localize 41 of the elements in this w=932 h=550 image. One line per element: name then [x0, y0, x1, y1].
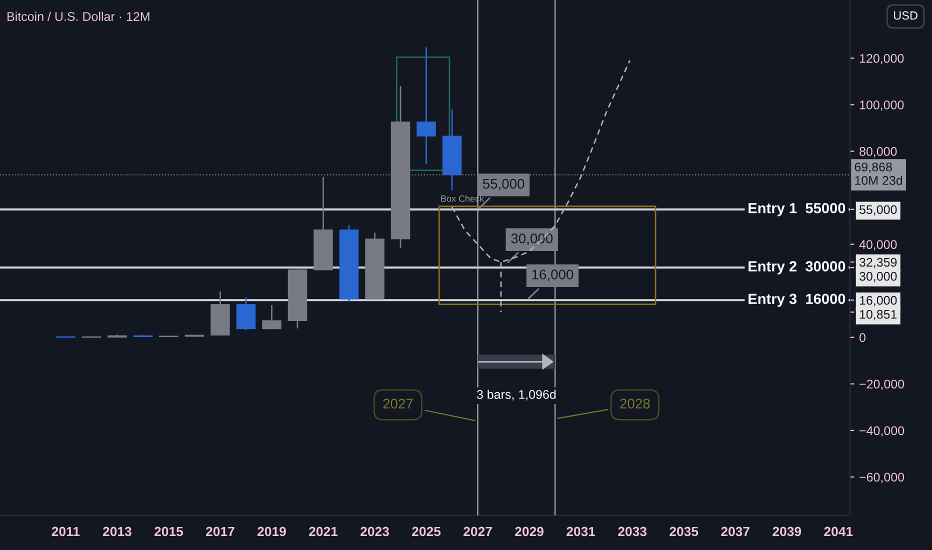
x-tick-label: 2025	[412, 526, 441, 536]
x-tick-label: 2027	[464, 526, 492, 536]
annotation: 2027	[383, 398, 413, 409]
x-tick-label: 2015	[154, 526, 184, 536]
x-tick-label: 2037	[721, 526, 750, 536]
x-tick-label: 2013	[102, 526, 132, 536]
y-tick-label: 10,851	[860, 310, 897, 320]
x-tick-label: 2017	[206, 526, 234, 536]
x-tick-label: 2021	[309, 526, 338, 536]
y-tick-label: −20,000	[860, 380, 904, 390]
x-tick-label: 2033	[618, 526, 647, 536]
y-tick-label: 0	[860, 333, 866, 342]
annotation: 2028	[620, 398, 650, 409]
y-tick-label: 40,000	[859, 240, 897, 250]
y-tick-label: 100,000	[860, 100, 904, 111]
x-tick-label: 2023	[360, 526, 389, 536]
ref-line-label: Entry 3 16000	[748, 294, 846, 307]
x-tick-label: 2039	[772, 526, 802, 536]
y-tick-label: 30,000	[859, 272, 897, 282]
y-tick-label: 32,359	[859, 258, 897, 268]
annotation: 16,000	[532, 270, 574, 282]
y-tick-label: 55,000	[860, 205, 897, 216]
ref-line-label: 69,868 10M 23d	[854, 162, 902, 185]
annotation: 3 bars, 1,096d	[476, 390, 556, 400]
x-tick-label: 2011	[52, 526, 80, 536]
x-tick-label: 2029	[515, 526, 544, 536]
x-tick-label: 2035	[670, 526, 698, 536]
y-tick-label: −60,000	[860, 472, 904, 484]
y-tick-label: 16,000	[860, 296, 897, 306]
text: Bitcoin / U.S. Dollar · 12M	[8, 12, 150, 21]
y-tick-label: −40,000	[860, 426, 904, 437]
text: USD	[894, 11, 918, 20]
annotation: 30,000	[511, 234, 553, 246]
ref-line-label: Entry 1 55000	[748, 202, 846, 216]
x-tick-label: 2041	[824, 526, 853, 536]
ref-line-label: Entry 2 30000	[748, 261, 846, 274]
x-tick-label: 2019	[258, 526, 286, 536]
x-tick-label: 2031	[566, 526, 596, 536]
y-tick-label: 120,000	[860, 54, 904, 64]
annotation: 55,000	[482, 178, 524, 190]
y-tick-label: 80,000	[860, 147, 897, 158]
